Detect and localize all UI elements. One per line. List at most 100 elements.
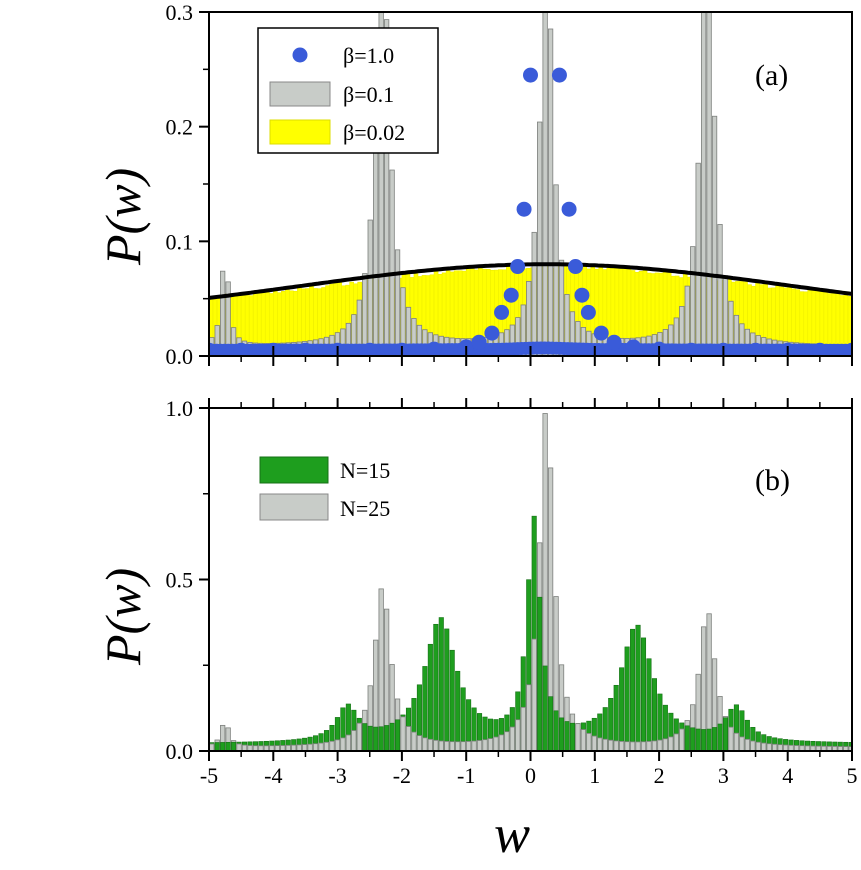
bar-n25 [417, 736, 421, 751]
bar-n15 [363, 724, 367, 751]
bar-n25 [341, 738, 345, 751]
bar-n25 [608, 740, 612, 751]
panel-label-b: (b) [755, 464, 790, 497]
bar-n25 [494, 737, 498, 751]
point-beta1 [568, 259, 583, 274]
bar-n25 [406, 726, 410, 751]
legend-marker-beta1 [293, 48, 308, 63]
bar-n25 [505, 732, 509, 751]
legend-swatch-beta01 [270, 82, 330, 106]
legend-label-beta002: β=0.02 [343, 120, 405, 145]
bar-n25 [466, 741, 470, 751]
bar-n15 [636, 625, 640, 751]
y-axis-title-b: P(w) [95, 568, 151, 666]
bar-n25 [598, 738, 602, 751]
bar-n25 [210, 744, 214, 751]
bar-n15 [554, 711, 558, 751]
point-beta1 [510, 259, 525, 274]
bar-n15 [625, 647, 629, 751]
bar-n15 [231, 742, 235, 751]
bar-beta01 [718, 224, 722, 356]
bar-n25 [636, 742, 640, 751]
bar-n25 [745, 739, 749, 751]
x-tick-label: -3 [328, 763, 346, 788]
x-tick-label: 5 [847, 763, 858, 788]
bar-n15 [428, 644, 432, 751]
point-beta1 [427, 342, 442, 357]
bar-n15 [652, 679, 656, 751]
bar-n25 [767, 744, 771, 751]
bar-n25 [603, 739, 607, 751]
legend-label-beta01: β=0.1 [343, 82, 394, 107]
bar-n15 [455, 671, 459, 751]
legend-label-beta1: β=1.0 [343, 43, 394, 68]
point-beta1 [594, 326, 609, 341]
point-beta1 [581, 305, 596, 320]
bar-n25 [647, 741, 651, 751]
bar-n25 [412, 732, 416, 751]
x-tick-label: -2 [393, 763, 411, 788]
x-tick-label: 1 [589, 763, 600, 788]
bar-n15 [445, 629, 449, 751]
x-tick-label: 3 [718, 763, 729, 788]
bar-n25 [576, 724, 580, 751]
bar-n25 [516, 720, 520, 751]
bar-n25 [357, 723, 361, 751]
point-beta1 [552, 68, 567, 83]
bar-n15 [215, 742, 219, 751]
bar-n15 [565, 722, 569, 751]
y-tick-label-b: 0.5 [166, 568, 194, 593]
bar-n25 [641, 742, 645, 751]
bar-beta01 [712, 116, 716, 356]
bar-beta01 [543, 0, 547, 356]
x-tick-label: -4 [264, 763, 282, 788]
bar-n25 [658, 740, 662, 751]
y-tick-label-b: 0.0 [166, 739, 194, 764]
bar-beta01 [368, 220, 372, 356]
bar-beta01 [559, 260, 563, 356]
bar-n25 [680, 729, 684, 751]
bar-n25 [521, 707, 525, 751]
figure: -5 -4 -3 -2 -1 0 1 2 3 4 50.00.10.20.30.00.51.0 β=… [0, 0, 861, 870]
bar-n15 [696, 729, 700, 751]
bar-n15 [559, 718, 563, 751]
bar-n25 [619, 741, 623, 751]
bar-beta01 [390, 170, 394, 356]
y-tick-label-a: 0.1 [166, 229, 194, 254]
x-tick-label: -1 [457, 763, 475, 788]
bar-n15 [685, 726, 689, 751]
point-beta1 [484, 326, 499, 341]
bar-beta01 [707, 0, 711, 356]
bar-n25 [335, 740, 339, 751]
bar-n15 [368, 726, 372, 751]
bar-n25 [488, 739, 492, 751]
bar-n15 [543, 666, 547, 751]
bar-n25 [428, 739, 432, 751]
bar-n15 [379, 727, 383, 751]
bar-n15 [226, 742, 230, 751]
bar-n25 [461, 742, 465, 751]
bar-n15 [630, 629, 634, 751]
bar-beta01 [696, 163, 700, 356]
bar-n15 [439, 618, 443, 751]
bar-n25 [587, 733, 591, 751]
bar-n25 [313, 744, 317, 751]
point-beta1 [472, 335, 487, 350]
bar-n15 [712, 727, 716, 751]
point-beta1 [574, 288, 589, 303]
bar-n25 [330, 741, 334, 751]
bar-beta01 [701, 10, 705, 356]
bar-n15 [707, 729, 711, 751]
bar-n15 [718, 724, 722, 751]
x-tick-label: 0 [525, 763, 536, 788]
bar-n25 [510, 727, 514, 751]
bar-n25 [324, 742, 328, 751]
bar-n15 [384, 725, 388, 751]
bar-n25 [734, 733, 738, 751]
legend-label-n25: N=25 [340, 496, 390, 521]
legend-b: N=15 N=25 [260, 457, 390, 521]
x-tick-label: 4 [782, 763, 793, 788]
bar-n15 [434, 624, 438, 751]
bar-n25 [499, 735, 503, 751]
bar-n15 [701, 729, 705, 751]
